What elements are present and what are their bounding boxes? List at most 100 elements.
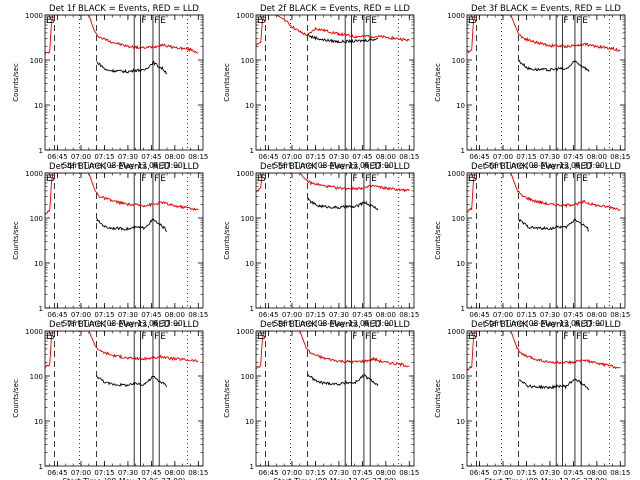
marker-label: E [371, 332, 377, 342]
plot-frame [255, 330, 415, 467]
marker-label: E [46, 174, 52, 184]
x-tick-label: 08:00 [165, 469, 185, 477]
marker-label: S [260, 174, 266, 184]
x-tick-label: 07:15 [94, 153, 114, 161]
x-tick-label: 07:00 [493, 469, 513, 477]
marker-label: E [468, 332, 474, 342]
x-tick-label: 06:45 [469, 469, 489, 477]
events-series-line [307, 33, 379, 44]
y-tick-label: 10 [34, 418, 43, 426]
x-axis-label: Start Time (08-May-13 06:37:00) [484, 319, 607, 328]
marker-lines [475, 331, 610, 466]
marker-label: E [160, 174, 166, 184]
marker-label: F [563, 332, 568, 342]
plot-frame [44, 330, 204, 467]
detector-plot-panel: Det 6f BLACK = Events, RED = LLD Counts/s… [434, 162, 630, 328]
marker-label: S [260, 16, 266, 26]
lld-series-line [467, 15, 621, 54]
x-tick-label: 06:45 [258, 469, 278, 477]
marker-label: S [471, 332, 477, 342]
chart-title: Det 3f BLACK = Events, RED = LLD [471, 4, 621, 14]
y-tick-label: 1000 [25, 170, 43, 178]
marker-label: S [49, 16, 55, 26]
detector-plot-panel: Det 2f BLACK = Events, RED = LLD Counts/s… [223, 4, 419, 170]
y-tick-label: 10 [456, 418, 465, 426]
y-axis-label: Counts/sec [223, 379, 231, 418]
x-tick-label: 08:00 [587, 153, 607, 161]
x-axis-label: Start Time (08-May-13 06:37:00) [62, 161, 185, 170]
y-tick-label: 10 [456, 260, 465, 268]
x-tick-label: 07:45 [563, 469, 583, 477]
marker-label: E [468, 174, 474, 184]
events-series-line [518, 378, 590, 390]
lld-series-line [256, 331, 410, 370]
x-tick-label: 08:15 [610, 311, 630, 319]
lld-series-line [256, 173, 410, 193]
x-tick-label: 08:00 [587, 469, 607, 477]
detector-plot-panel: Det 8f BLACK = Events, RED = LLD Counts/s… [223, 320, 419, 480]
x-tick-label: 07:30 [329, 311, 349, 319]
y-tick-label: 1 [461, 305, 465, 313]
y-axis-label: Counts/sec [434, 379, 442, 418]
lld-series-line [45, 173, 199, 215]
marker-label: F [365, 332, 370, 342]
marker-label: F [365, 174, 370, 184]
chart-title: Det 5f BLACK = Events, RED = LLD [260, 162, 410, 172]
y-tick-label: 10 [456, 102, 465, 110]
y-tick-label: 100 [452, 373, 465, 381]
y-tick-label: 1 [39, 147, 43, 155]
x-tick-label: 07:45 [352, 153, 372, 161]
x-tick-label: 07:00 [493, 311, 513, 319]
x-tick-label: 07:30 [329, 153, 349, 161]
lld-series-line [467, 173, 621, 213]
y-axis-label: Counts/sec [223, 63, 231, 102]
marker-label: E [46, 332, 52, 342]
x-tick-label: 06:45 [47, 311, 67, 319]
plot-frame [466, 330, 626, 467]
y-tick-label: 100 [452, 57, 465, 65]
y-tick-label: 100 [241, 373, 254, 381]
marker-label: F [365, 16, 370, 26]
x-tick-label: 07:00 [282, 311, 302, 319]
series-group [45, 173, 199, 232]
plot-frame [44, 172, 204, 309]
series-group [256, 173, 410, 211]
x-tick-label: 07:45 [141, 311, 161, 319]
series-group [45, 331, 199, 388]
lld-series-line [45, 15, 199, 55]
y-tick-label: 1000 [447, 328, 465, 336]
lld-series-line [45, 331, 199, 368]
chart-title: Det 4f BLACK = Events, RED = LLD [49, 162, 199, 172]
x-axis-label: Start Time (08-May-13 06:37:00) [273, 161, 396, 170]
x-tick-label: 07:15 [516, 311, 536, 319]
lld-series-line [256, 15, 410, 46]
y-tick-label: 100 [452, 215, 465, 223]
marker-lines [264, 173, 399, 308]
x-tick-label: 07:45 [563, 153, 583, 161]
y-tick-label: 1 [250, 147, 254, 155]
x-tick-label: 07:15 [305, 311, 325, 319]
chart-title: Det 1f BLACK = Events, RED = LLD [49, 4, 199, 14]
marker-lines [53, 173, 188, 308]
chart-title: Det 6f BLACK = Events, RED = LLD [471, 162, 621, 172]
x-tick-label: 08:15 [188, 311, 208, 319]
x-tick-label: 07:30 [540, 469, 560, 477]
x-tick-label: 07:45 [352, 311, 372, 319]
events-series-line [518, 218, 590, 232]
lld-series-line [467, 331, 621, 371]
marker-label: F [352, 332, 357, 342]
detector-plot-panel: Det 3f BLACK = Events, RED = LLD Counts/s… [434, 4, 630, 170]
x-tick-label: 08:00 [587, 311, 607, 319]
plot-frame [255, 172, 415, 309]
marker-label: E [257, 16, 263, 26]
x-tick-label: 07:30 [540, 153, 560, 161]
marker-label: E [371, 16, 377, 26]
marker-label: F [576, 16, 581, 26]
marker-label: E [257, 174, 263, 184]
y-axis-label: Counts/sec [434, 221, 442, 260]
x-tick-label: 07:00 [71, 469, 91, 477]
x-tick-label: 06:45 [258, 153, 278, 161]
plot-frame [466, 172, 626, 309]
